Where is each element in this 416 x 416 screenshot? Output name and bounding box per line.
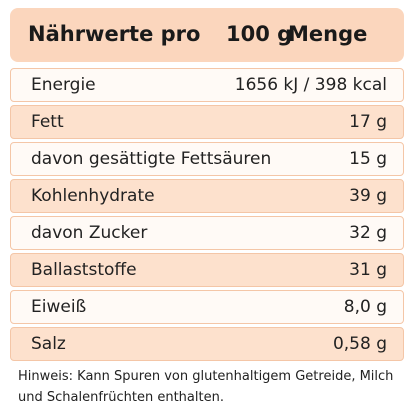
nutrient-name: davon Zucker	[31, 223, 148, 243]
nutrient-value: 31 g	[349, 260, 387, 280]
table-row: Fett 17 g	[10, 105, 404, 139]
nutrient-name: Salz	[31, 334, 66, 354]
nutrient-name: Fett	[31, 112, 64, 132]
table-row: Salz 0,58 g	[10, 327, 404, 361]
nutrient-value: 32 g	[349, 223, 387, 243]
table-row: Ballaststoffe 31 g	[10, 253, 404, 287]
nutrient-value: 0,58 g	[332, 334, 387, 354]
table-row: Eiweiß 8,0 g	[10, 290, 404, 324]
nutrient-value: 8,0 g	[343, 297, 387, 317]
table-header: Nährwerte pro 100 g Menge	[10, 8, 404, 62]
table-row: davon gesättigte Fettsäuren 15 g	[10, 142, 404, 176]
table-row: Kohlenhydrate 39 g	[10, 179, 404, 213]
nutrient-name: Ballaststoffe	[31, 260, 137, 280]
nutrient-name: Kohlenhydrate	[31, 186, 155, 206]
nutrient-name: Eiweiß	[31, 297, 87, 317]
nutrient-value: 39 g	[349, 186, 387, 206]
header-column: Menge	[288, 22, 368, 46]
nutrient-value: 15 g	[349, 149, 387, 169]
header-title: Nährwerte pro	[28, 22, 201, 46]
table-row: davon Zucker 32 g	[10, 216, 404, 250]
header-amount: 100 g	[226, 22, 293, 46]
nutrient-value: 17 g	[349, 112, 387, 132]
table-row: Energie 1656 kJ / 398 kcal	[10, 68, 404, 102]
nutrient-name: davon gesättigte Fettsäuren	[31, 149, 272, 169]
note: Hinweis: Kann Spuren von glutenhaltigem …	[18, 369, 394, 405]
nutrient-value: 1656 kJ / 398 kcal	[234, 75, 387, 95]
nutrient-name: Energie	[31, 75, 96, 95]
